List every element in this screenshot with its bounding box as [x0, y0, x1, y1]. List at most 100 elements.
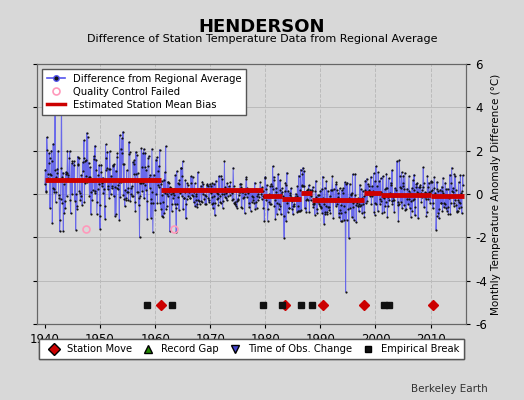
Point: [69, 177, 77, 183]
Point: [111, 183, 119, 190]
Point: [162, 206, 170, 212]
Point: [74, 161, 82, 168]
Point: [241, 210, 249, 216]
Point: [119, 192, 128, 198]
Point: [198, 198, 206, 204]
Point: [213, 196, 221, 202]
Point: [249, 196, 257, 203]
Point: [425, 190, 434, 196]
Point: [83, 133, 92, 140]
Point: [316, 188, 324, 194]
Point: [119, 161, 128, 167]
Point: [189, 192, 198, 199]
Point: [56, 228, 64, 234]
Point: [445, 172, 454, 178]
Point: [106, 191, 115, 197]
Point: [390, 209, 398, 215]
Point: [308, 188, 316, 194]
Point: [259, 205, 268, 211]
Point: [423, 172, 432, 179]
Point: [99, 174, 107, 181]
Point: [103, 165, 111, 171]
Point: [450, 171, 458, 177]
Point: [51, 199, 60, 205]
Point: [157, 177, 166, 184]
Point: [377, 189, 385, 195]
Point: [204, 183, 212, 190]
Point: [352, 219, 361, 226]
Point: [305, 209, 313, 216]
Point: [159, 214, 168, 220]
Point: [63, 148, 72, 154]
Point: [385, 175, 393, 182]
Point: [287, 197, 296, 203]
Point: [134, 202, 143, 208]
Point: [320, 201, 328, 207]
Point: [306, 186, 314, 193]
Point: [311, 188, 320, 194]
Point: [442, 205, 450, 211]
Point: [201, 201, 210, 207]
Point: [193, 201, 202, 208]
Point: [265, 199, 274, 206]
Point: [335, 185, 344, 192]
Point: [203, 186, 211, 192]
Point: [371, 178, 379, 184]
Point: [251, 206, 259, 212]
Point: [169, 188, 178, 195]
Point: [64, 175, 72, 182]
Point: [88, 197, 96, 203]
Point: [128, 192, 137, 199]
Point: [291, 190, 300, 197]
Point: [160, 169, 169, 176]
Point: [328, 186, 336, 193]
Point: [97, 183, 106, 189]
Point: [384, 203, 392, 209]
Point: [394, 218, 402, 224]
Point: [223, 180, 232, 186]
Point: [377, 198, 386, 204]
Point: [294, 208, 302, 214]
Point: [193, 169, 202, 176]
Point: [291, 194, 299, 201]
Point: [143, 198, 151, 204]
Point: [379, 194, 387, 200]
Point: [116, 146, 125, 152]
Point: [259, 188, 267, 194]
Point: [449, 185, 457, 192]
Point: [138, 150, 147, 156]
Point: [205, 197, 213, 204]
Point: [375, 190, 383, 196]
Point: [234, 196, 243, 203]
Point: [347, 192, 355, 198]
Point: [398, 204, 406, 211]
Point: [351, 171, 359, 177]
Point: [149, 200, 158, 206]
Point: [345, 234, 353, 241]
Point: [258, 184, 266, 190]
Point: [422, 213, 431, 219]
Point: [337, 210, 346, 216]
Point: [148, 146, 156, 152]
Point: [401, 192, 410, 198]
Point: [433, 179, 441, 185]
Point: [117, 150, 126, 156]
Point: [457, 210, 466, 216]
Point: [287, 185, 295, 191]
Point: [96, 202, 105, 208]
Point: [135, 194, 143, 201]
Point: [53, 170, 61, 176]
Point: [289, 203, 298, 209]
Point: [362, 190, 370, 196]
Point: [358, 188, 367, 194]
Point: [339, 185, 347, 192]
Point: [168, 208, 176, 214]
Point: [427, 178, 435, 184]
Point: [62, 193, 71, 200]
Point: [156, 200, 165, 206]
Point: [383, 170, 391, 177]
Point: [111, 213, 119, 220]
Point: [158, 213, 166, 219]
Point: [438, 208, 446, 214]
Point: [450, 202, 458, 209]
